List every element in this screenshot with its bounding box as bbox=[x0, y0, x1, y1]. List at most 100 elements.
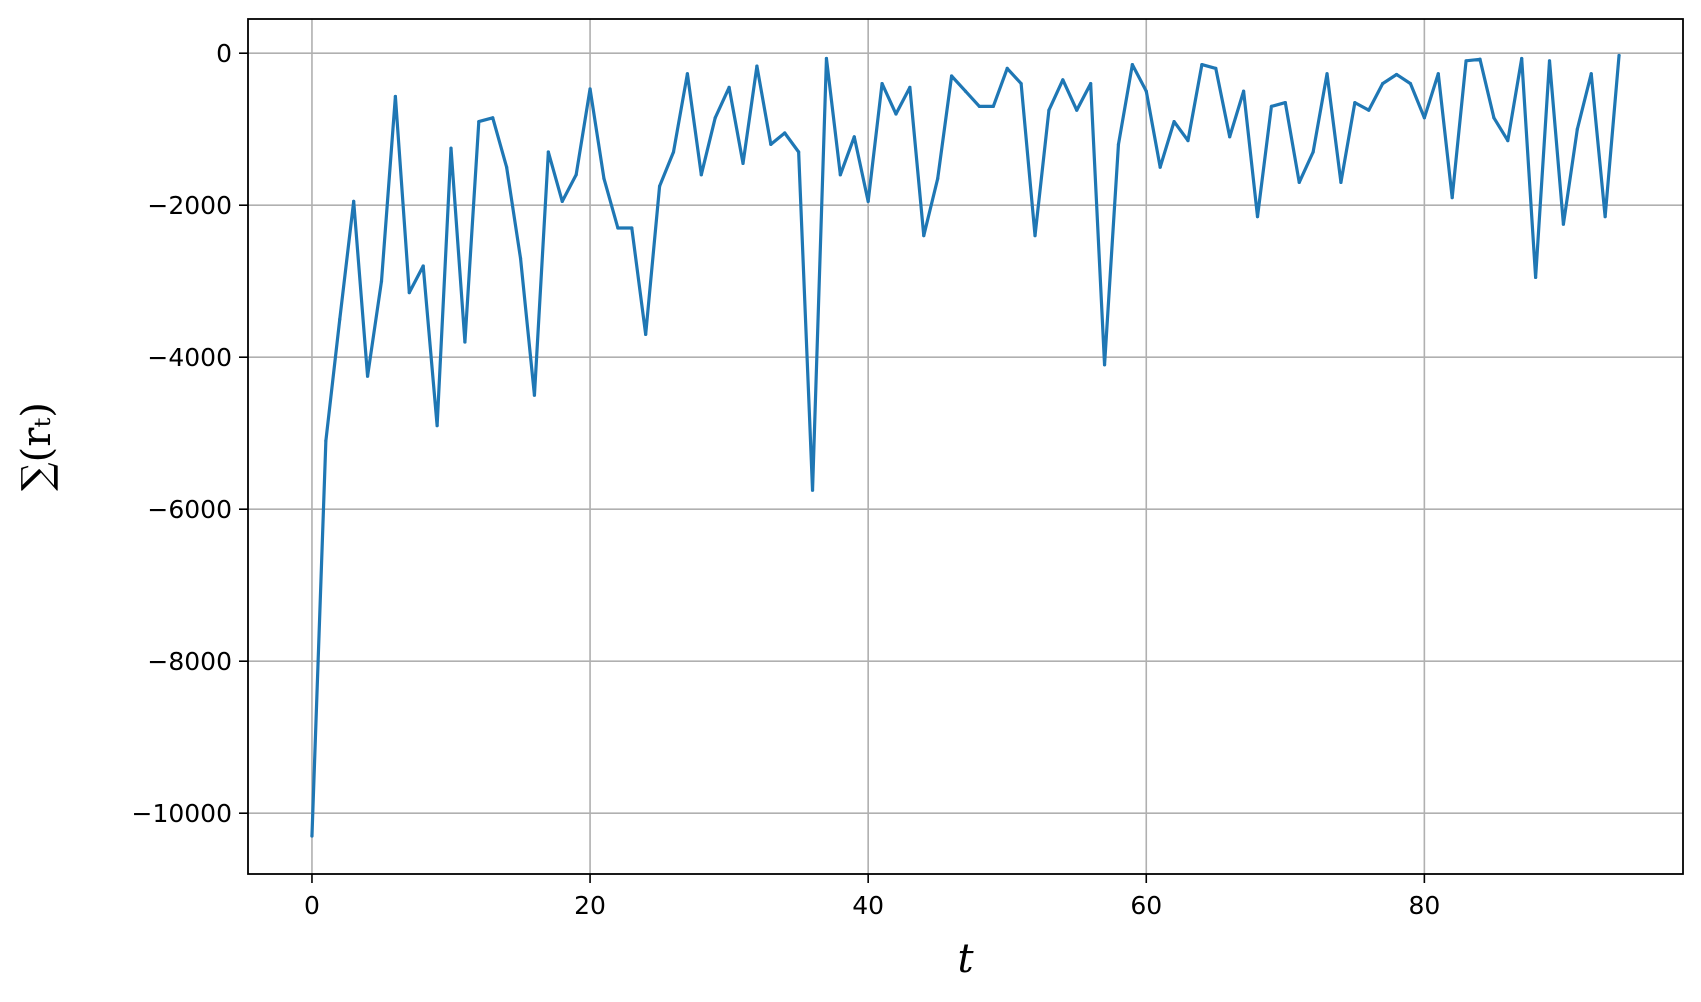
data-point bbox=[1436, 72, 1440, 76]
data-point bbox=[1005, 66, 1009, 70]
data-point bbox=[991, 104, 995, 108]
data-point bbox=[1089, 82, 1093, 86]
data-points bbox=[310, 53, 1621, 838]
y-tick-label: 0 bbox=[216, 39, 232, 68]
data-point bbox=[1075, 108, 1079, 112]
data-point bbox=[797, 150, 801, 154]
data-point bbox=[393, 94, 397, 99]
y-axis-ticks: 0 −2000 −4000 −6000 −8000 −10000 bbox=[132, 39, 248, 828]
y-tick-label: −6000 bbox=[147, 495, 232, 524]
axes-frame bbox=[247, 18, 1684, 875]
data-point bbox=[421, 264, 425, 268]
data-point bbox=[671, 150, 676, 154]
data-point bbox=[407, 291, 411, 295]
data-point bbox=[866, 199, 870, 203]
data-point bbox=[783, 131, 787, 135]
data-point bbox=[1214, 66, 1218, 70]
data-point bbox=[352, 199, 356, 203]
data-point bbox=[505, 165, 509, 169]
data-point bbox=[852, 135, 856, 139]
data-point bbox=[755, 64, 759, 68]
data-point bbox=[616, 226, 620, 230]
data-point bbox=[1520, 56, 1524, 61]
data-point bbox=[1172, 120, 1176, 124]
data-point bbox=[1617, 53, 1621, 58]
x-axis-label: t bbox=[957, 936, 974, 982]
data-point bbox=[491, 116, 495, 120]
data-point bbox=[769, 142, 773, 146]
data-point bbox=[588, 87, 592, 91]
data-point bbox=[477, 120, 481, 124]
data-point bbox=[1561, 222, 1566, 226]
data-point bbox=[365, 374, 370, 378]
data-point bbox=[1506, 139, 1510, 143]
x-tick-label: 20 bbox=[574, 891, 606, 920]
data-point bbox=[644, 332, 648, 336]
data-point bbox=[894, 112, 898, 116]
y-tick-label: −4000 bbox=[147, 343, 232, 372]
data-point bbox=[1186, 139, 1190, 143]
grid bbox=[248, 19, 1683, 874]
data-point bbox=[1534, 275, 1538, 279]
data-point bbox=[1144, 89, 1148, 93]
data-point bbox=[908, 85, 912, 89]
data-point bbox=[810, 488, 815, 492]
data-point bbox=[338, 317, 342, 321]
data-point bbox=[977, 104, 982, 108]
data-point bbox=[1200, 63, 1204, 67]
data-point bbox=[560, 199, 564, 203]
data-point bbox=[685, 72, 690, 76]
y-tick-label: −10000 bbox=[132, 799, 232, 828]
data-point bbox=[1047, 108, 1051, 112]
data-point bbox=[602, 177, 606, 181]
data-point bbox=[713, 116, 717, 120]
data-point bbox=[1325, 72, 1329, 76]
plot-area bbox=[310, 53, 1621, 838]
data-point bbox=[963, 89, 968, 93]
data-point bbox=[546, 150, 550, 154]
data-point bbox=[532, 393, 537, 397]
data-point bbox=[838, 173, 842, 177]
data-point bbox=[1381, 82, 1385, 86]
data-point bbox=[1130, 63, 1134, 67]
data-point bbox=[518, 256, 523, 260]
x-tick-label: 0 bbox=[304, 891, 320, 920]
data-point bbox=[1464, 59, 1468, 63]
data-point bbox=[657, 184, 662, 188]
data-point bbox=[1408, 82, 1413, 86]
data-point bbox=[574, 173, 578, 177]
data-point bbox=[379, 279, 384, 283]
data-point bbox=[1603, 215, 1607, 219]
data-point bbox=[1228, 135, 1232, 139]
series-line bbox=[310, 53, 1621, 838]
data-point bbox=[1033, 234, 1037, 238]
data-point bbox=[1394, 72, 1399, 77]
data-point bbox=[880, 82, 884, 86]
data-point bbox=[699, 173, 703, 177]
x-tick-label: 40 bbox=[852, 891, 884, 920]
data-point bbox=[1589, 72, 1593, 76]
x-tick-label: 60 bbox=[1130, 891, 1162, 920]
data-point bbox=[324, 439, 328, 443]
data-point bbox=[630, 226, 634, 230]
data-point bbox=[1269, 104, 1274, 108]
data-point bbox=[1061, 78, 1065, 82]
data-point bbox=[1353, 101, 1357, 105]
data-point bbox=[1297, 180, 1301, 184]
data-point bbox=[741, 161, 745, 165]
data-point bbox=[727, 85, 731, 89]
data-point bbox=[1242, 89, 1246, 93]
data-point bbox=[1102, 363, 1107, 367]
data-point bbox=[1547, 59, 1552, 63]
data-point bbox=[1339, 180, 1343, 184]
data-point bbox=[310, 834, 314, 838]
data-point bbox=[449, 146, 453, 150]
data-point bbox=[1158, 165, 1162, 169]
data-point bbox=[922, 234, 926, 238]
data-point bbox=[1422, 116, 1426, 120]
data-point bbox=[1575, 127, 1579, 131]
data-point bbox=[1450, 196, 1454, 200]
data-point bbox=[1116, 142, 1121, 146]
